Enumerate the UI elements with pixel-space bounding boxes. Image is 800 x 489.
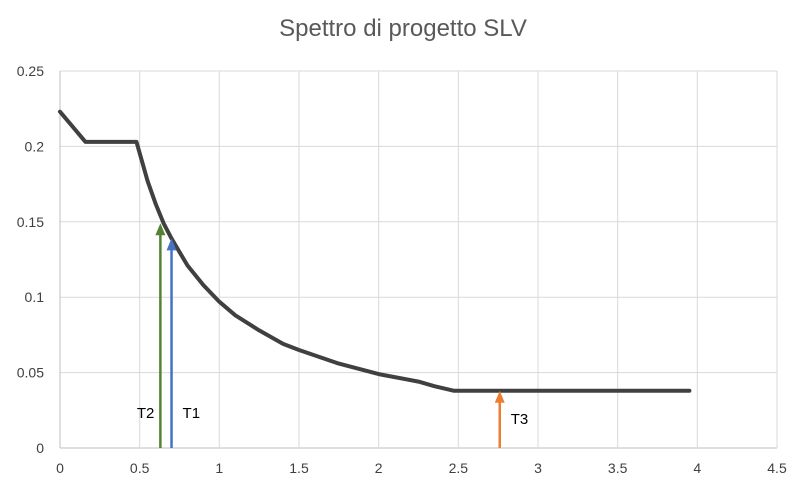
t3-label: T3 (511, 411, 529, 428)
y-tick-label: 0.1 (25, 289, 45, 305)
x-tick-label: 2 (375, 460, 383, 476)
t2-label: T2 (137, 405, 155, 422)
x-tick-label: 4.5 (767, 460, 787, 476)
x-tick-label: 4 (693, 460, 701, 476)
period-annotations: T2 T1 T3 (137, 223, 528, 448)
y-tick-label: 0.15 (17, 214, 44, 230)
y-tick-label: 0.05 (17, 365, 44, 381)
spectrum-line (58, 109, 692, 393)
t1-label: T1 (183, 405, 201, 422)
chart-title: Spettro di progetto SLV (279, 15, 527, 42)
series-lines (58, 109, 692, 393)
y-tick-label: 0 (36, 440, 44, 456)
x-axis-ticks: 0 0.5 1 1.5 2 2.5 3 3.5 4 4.5 (56, 460, 787, 476)
t3-arrow-head (494, 390, 505, 403)
x-tick-label: 3.5 (608, 460, 628, 476)
x-tick-label: 1 (215, 460, 223, 476)
t2-arrow-head (155, 223, 166, 236)
gridlines (59, 70, 778, 449)
y-axis-ticks: 0 0.05 0.1 0.15 0.2 0.25 (17, 63, 44, 456)
x-tick-label: 0.5 (130, 460, 150, 476)
x-tick-label: 3 (534, 460, 542, 476)
x-tick-label: 1.5 (289, 460, 309, 476)
t1-arrow-head (166, 238, 177, 251)
y-tick-label: 0.2 (25, 138, 45, 154)
y-tick-label: 0.25 (17, 63, 44, 79)
x-tick-label: 0 (56, 460, 64, 476)
x-tick-label: 2.5 (449, 460, 469, 476)
